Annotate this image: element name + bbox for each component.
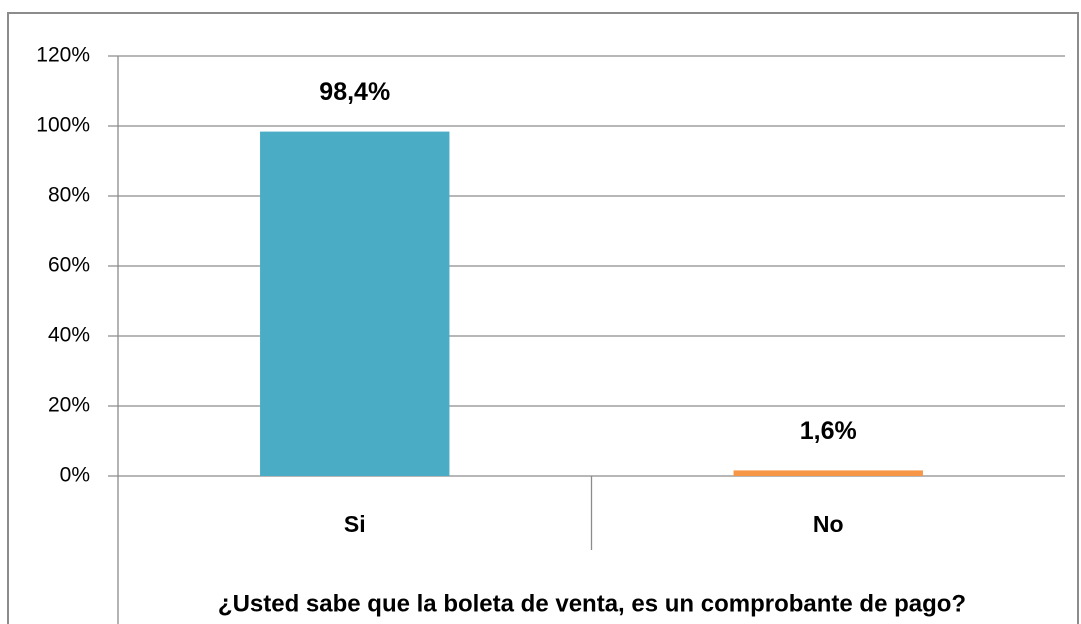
- x-tick-label: Si: [344, 511, 366, 537]
- x-axis-title: ¿Usted sabe que la boleta de venta, es u…: [218, 590, 966, 617]
- y-tick-label: 20%: [48, 394, 90, 417]
- y-tick-label: 100%: [36, 114, 90, 137]
- y-tick-label: 80%: [48, 184, 90, 207]
- bar: [260, 131, 450, 476]
- x-tick-label: No: [813, 511, 844, 537]
- bar: [733, 470, 923, 476]
- y-tick-label: 60%: [48, 254, 90, 277]
- chart-frame: [7, 12, 1079, 624]
- y-tick-label: 40%: [48, 324, 90, 347]
- data-label: 1,6%: [800, 417, 857, 445]
- data-label: 98,4%: [319, 78, 390, 106]
- y-tick-label: 0%: [60, 464, 90, 487]
- y-tick-label: 120%: [36, 44, 90, 67]
